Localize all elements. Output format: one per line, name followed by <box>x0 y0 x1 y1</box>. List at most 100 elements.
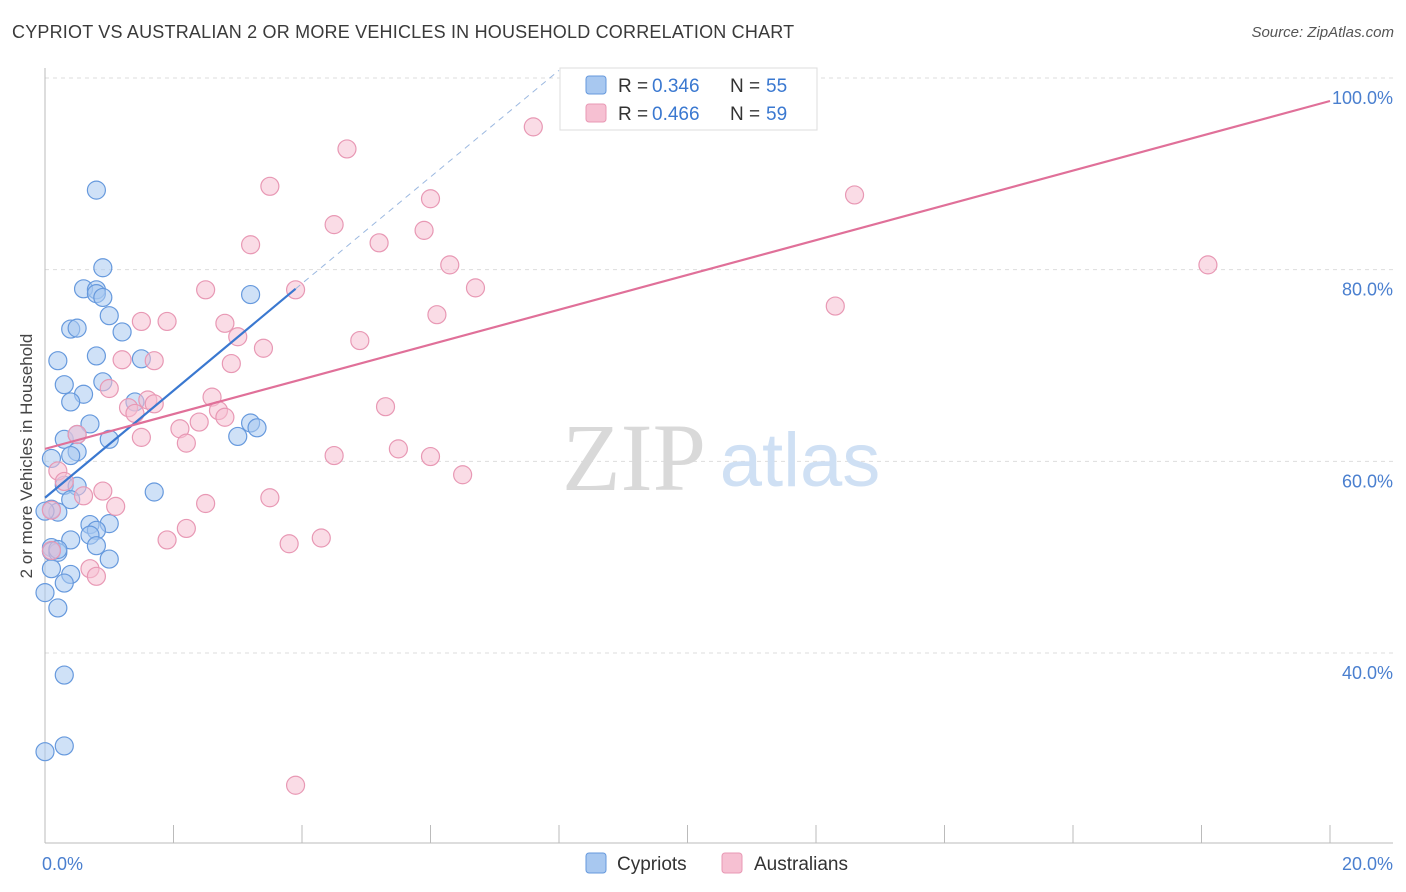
point-australians <box>157 530 177 550</box>
watermark: ZIP atlas <box>562 404 880 511</box>
point-australians <box>440 255 460 275</box>
legend-bottom-label-cypriots: Cypriots <box>617 854 687 875</box>
point-australians <box>825 296 845 316</box>
point-australians <box>196 280 216 300</box>
legend-r-value-cypriots: 0.346 <box>652 76 700 97</box>
point-australians <box>260 488 280 508</box>
point-cypriots <box>48 351 68 371</box>
point-cypriots <box>86 536 107 556</box>
point-cypriots <box>99 306 119 326</box>
legend-bottom-label-australians: Australians <box>754 854 848 875</box>
point-australians <box>144 394 164 414</box>
point-cypriots <box>241 284 261 305</box>
point-cypriots <box>93 287 113 308</box>
point-australians <box>1198 255 1218 275</box>
point-australians <box>131 427 151 447</box>
point-cypriots <box>48 598 68 618</box>
point-australians <box>375 397 396 417</box>
legend-bottom: Cypriots Australians <box>585 852 848 875</box>
y-tick-label: 100.0% <box>1332 88 1393 108</box>
point-cypriots <box>54 736 74 756</box>
point-australians <box>176 518 196 539</box>
point-cypriots <box>54 375 74 395</box>
point-cypriots <box>54 573 74 593</box>
point-australians <box>523 117 543 137</box>
y-tick-label: 40.0% <box>1342 663 1393 683</box>
point-australians <box>215 313 235 333</box>
point-australians <box>427 305 447 325</box>
x-tick-label: 20.0% <box>1342 854 1393 874</box>
legend-r-value-australians: 0.466 <box>652 104 700 125</box>
source-label: Source: ZipAtlas.com <box>1251 24 1394 41</box>
trend-extension-cypriots <box>295 69 560 290</box>
legend-bottom-swatch-australians <box>721 852 743 874</box>
point-australians <box>350 330 370 351</box>
point-cypriots <box>86 346 107 366</box>
legend-box: R = 0.346 N = 55 R = 0.466 N = 59 <box>559 67 818 131</box>
point-australians <box>99 378 119 399</box>
point-australians <box>260 176 280 196</box>
point-cypriots <box>35 583 55 603</box>
point-cypriots <box>93 258 113 278</box>
point-australians <box>324 215 344 235</box>
trend-line-cypriots <box>44 287 297 499</box>
point-cypriots <box>41 559 62 579</box>
legend-swatch-australians <box>585 103 607 123</box>
point-australians <box>453 465 473 485</box>
legend-n-value-australians: 59 <box>766 104 787 125</box>
point-australians <box>311 528 331 548</box>
point-australians <box>388 439 408 459</box>
y-tick-label: 80.0% <box>1342 280 1393 300</box>
trend-line-australians <box>44 99 1331 450</box>
point-australians <box>106 496 126 516</box>
legend-swatch-cypriots <box>585 75 607 95</box>
point-australians <box>420 189 441 209</box>
point-cypriots <box>228 426 248 447</box>
legend-r-label-australians: R = <box>618 104 648 125</box>
point-australians <box>73 486 94 506</box>
point-cypriots <box>80 414 100 434</box>
point-cypriots <box>61 392 81 412</box>
point-australians <box>324 445 344 466</box>
point-australians <box>112 350 132 370</box>
x-tick-label: 0.0% <box>42 854 83 874</box>
points-layer <box>35 117 1218 795</box>
chart-title: CYPRIOT VS AUSTRALIAN 2 OR MORE VEHICLES… <box>12 22 795 42</box>
point-australians <box>189 412 209 432</box>
point-cypriots <box>61 530 81 550</box>
trend-layer <box>44 69 1331 499</box>
point-cypriots <box>54 665 74 685</box>
grid-layer <box>45 77 1393 654</box>
point-australians <box>144 351 164 371</box>
point-australians <box>337 139 357 159</box>
point-australians <box>465 278 486 298</box>
point-australians <box>241 235 261 255</box>
point-cypriots <box>144 482 164 502</box>
legend-n-value-cypriots: 55 <box>766 76 787 97</box>
legend-bottom-swatch-cypriots <box>585 852 607 874</box>
point-cypriots <box>112 322 132 342</box>
point-australians <box>41 540 62 561</box>
point-cypriots <box>86 180 107 200</box>
point-australians <box>844 185 865 205</box>
legend-n-label-cypriots: N = <box>730 76 760 97</box>
axis-layer: 40.0% 60.0% 80.0% 100.0% 0.0% 20.0% <box>42 68 1393 874</box>
watermark-zip: ZIP <box>562 404 706 511</box>
point-australians <box>196 493 216 514</box>
y-tick-label: 60.0% <box>1342 471 1393 491</box>
point-australians <box>131 311 151 332</box>
point-australians <box>157 311 177 332</box>
point-cypriots <box>61 445 81 466</box>
point-australians <box>215 407 235 427</box>
point-australians <box>125 403 145 424</box>
point-australians <box>86 566 107 586</box>
point-cypriots <box>99 429 119 449</box>
point-cypriots <box>99 549 119 569</box>
point-australians <box>253 338 274 358</box>
point-australians <box>221 353 241 374</box>
point-cypriots <box>35 742 55 762</box>
point-australians <box>369 233 389 253</box>
point-australians <box>93 481 113 501</box>
legend-n-label-australians: N = <box>730 104 760 125</box>
